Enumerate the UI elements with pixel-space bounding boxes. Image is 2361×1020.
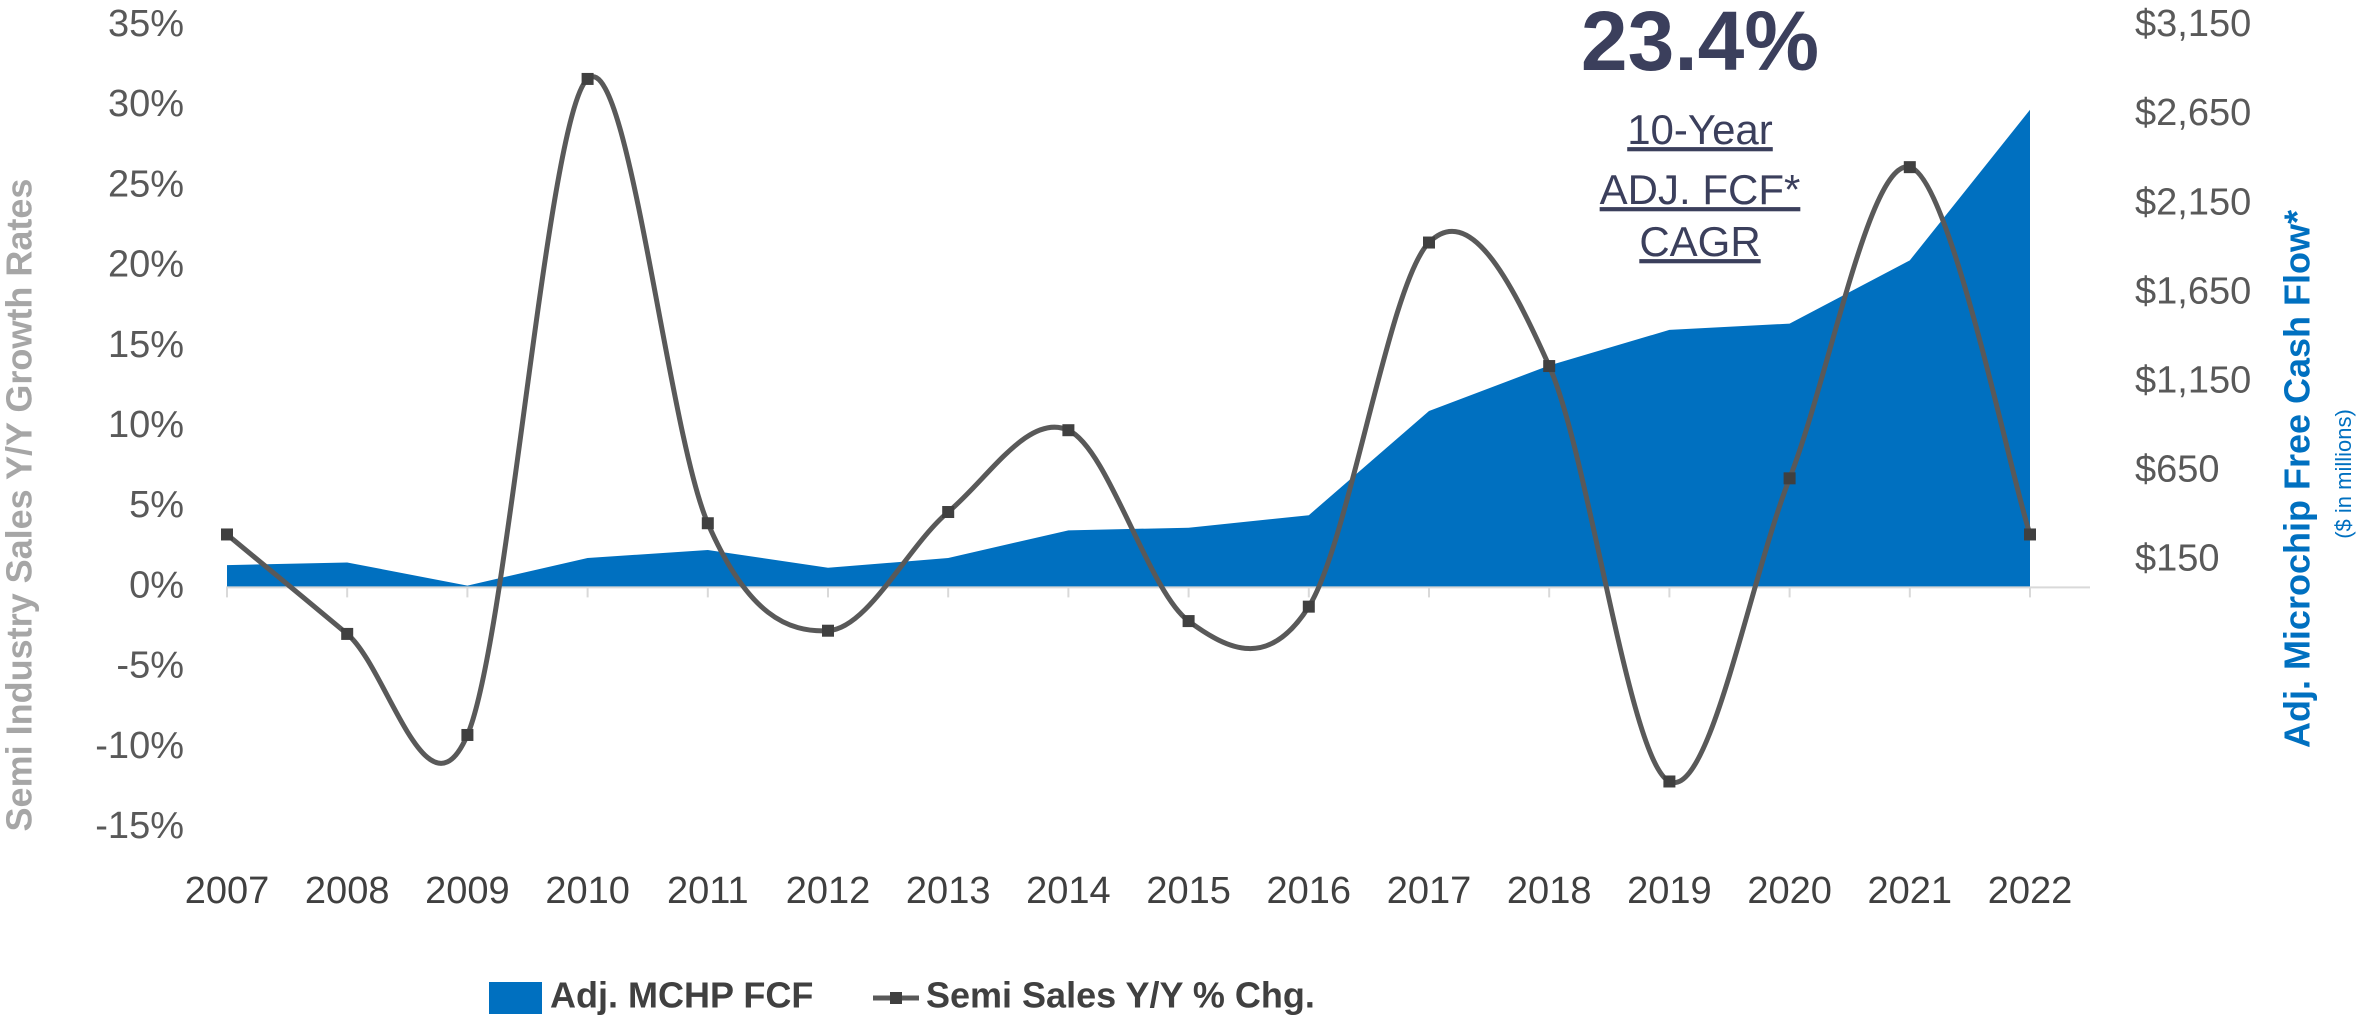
x-tick-label: 2022	[1988, 870, 2073, 912]
line-marker	[1302, 600, 1315, 613]
line-marker	[701, 517, 714, 530]
y2-tick-label: $3,150	[2135, 3, 2251, 45]
x-tick-label: 2017	[1387, 870, 1472, 912]
annotation-line: CAGR	[1639, 218, 1760, 265]
line-marker	[1062, 424, 1075, 437]
x-tick-label: 2019	[1627, 870, 1712, 912]
annotation-line: ADJ. FCF*	[1600, 166, 1801, 213]
x-tick-label: 2018	[1507, 870, 1592, 912]
line-marker	[1543, 360, 1556, 373]
y-tick-label: 10%	[108, 404, 184, 446]
line-marker	[1663, 775, 1676, 788]
y-tick-label: 30%	[108, 83, 184, 125]
y-tick-label: 0%	[129, 564, 184, 606]
y-tick-label: 35%	[108, 3, 184, 45]
y-tick-label: -5%	[116, 645, 184, 687]
annotation-line: 10-Year	[1627, 106, 1773, 153]
x-tick-label: 2016	[1267, 870, 1352, 912]
semi-line	[225, 74, 2033, 786]
legend-swatch	[890, 992, 902, 1004]
y2-tick-label: $650	[2135, 449, 2220, 491]
x-tick-label: 2009	[425, 870, 510, 912]
x-tick-label: 2021	[1868, 870, 1953, 912]
line-marker	[341, 627, 354, 640]
line-marker	[581, 72, 594, 85]
line-marker	[461, 728, 474, 741]
legend-swatch	[489, 982, 542, 1014]
x-tick-label: 2013	[906, 870, 991, 912]
y2-tick-label: $2,650	[2135, 92, 2251, 134]
line-marker	[2024, 528, 2036, 541]
line-marker	[1783, 472, 1796, 485]
y-tick-label: -10%	[95, 725, 184, 767]
x-tick-label: 2010	[545, 870, 630, 912]
y-axis-label: Semi Industry Sales Y/Y Growth Rates	[0, 179, 40, 832]
x-tick-label: 2015	[1146, 870, 1231, 912]
x-tick-label: 2011	[667, 870, 749, 912]
y2-tick-label: $1,150	[2135, 359, 2251, 401]
y-tick-label: -15%	[95, 805, 184, 847]
line-marker	[221, 528, 233, 541]
line-marker	[1903, 161, 1916, 174]
y2-axis-sublabel: ($ in millions)	[2331, 409, 2356, 539]
line-marker	[1182, 615, 1195, 628]
x-tick-label: 2007	[185, 870, 270, 912]
legend-label: Adj. MCHP FCF	[550, 975, 813, 1016]
y-tick-label: 25%	[108, 163, 184, 205]
y-tick-label: 5%	[129, 484, 184, 526]
y-tick-label: 20%	[108, 244, 184, 286]
y-tick-label: 15%	[108, 324, 184, 366]
line-marker	[1423, 236, 1435, 249]
x-tick-label: 2012	[786, 870, 871, 912]
x-tick-label: 2020	[1747, 870, 1832, 912]
x-tick-label: 2014	[1026, 870, 1111, 912]
y2-tick-label: $1,650	[2135, 270, 2251, 312]
annotation-value: 23.4%	[1581, 0, 1819, 88]
x-tick-label: 2008	[305, 870, 390, 912]
y2-axis-label: Adj. Microchip Free Cash Flow*	[2277, 210, 2318, 748]
line-marker	[822, 624, 834, 637]
y2-tick-label: $2,150	[2135, 181, 2251, 223]
legend-label: Semi Sales Y/Y % Chg.	[926, 975, 1315, 1016]
line-marker	[942, 506, 955, 519]
y2-tick-label: $150	[2135, 538, 2220, 580]
